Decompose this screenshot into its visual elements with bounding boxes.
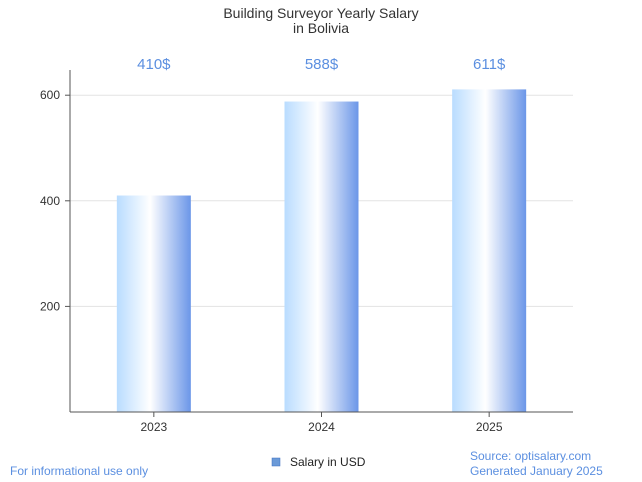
bar-2023[interactable] — [116, 195, 191, 412]
bar-2025[interactable] — [452, 89, 527, 412]
generated-text: Generated January 2025 — [470, 464, 603, 478]
bars-layer — [116, 89, 527, 412]
data-label-2024: 588$ — [305, 56, 339, 73]
source-text: Source: optisalary.com — [470, 449, 591, 463]
x-tick-label-2023: 2023 — [140, 420, 167, 434]
chart-title: Building Surveyor Yearly Salary — [223, 5, 418, 21]
data-label-2023: 410$ — [137, 56, 171, 73]
y-tick-label: 200 — [40, 299, 60, 313]
y-tick-label: 400 — [40, 194, 60, 208]
bar-2024[interactable] — [284, 101, 359, 412]
legend-box — [266, 451, 382, 473]
legend[interactable]: Salary in USD — [266, 451, 382, 473]
disclaimer-text: For informational use only — [10, 464, 148, 478]
chart-subtitle: in Bolivia — [293, 20, 349, 36]
labels-layer: 200 400 600 2023 410$ 2024 588$ 2025 611$ — [40, 56, 506, 434]
x-tick-label-2025: 2025 — [476, 420, 503, 434]
legend-swatch — [271, 457, 281, 467]
data-label-2025: 611$ — [473, 56, 506, 73]
x-tick-label-2024: 2024 — [308, 420, 335, 434]
legend-label: Salary in USD — [290, 455, 366, 469]
y-tick-label: 600 — [40, 88, 60, 102]
